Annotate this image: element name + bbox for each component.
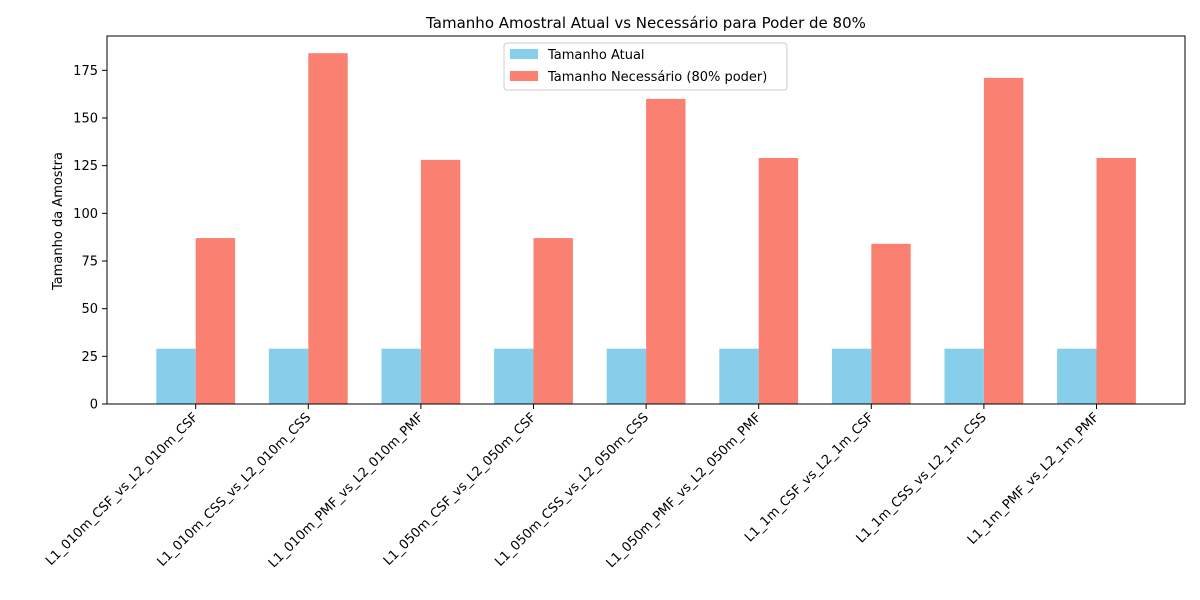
bar-series-1-5 <box>758 158 799 404</box>
x-tick-label-7: L1_1m_CSS_vs_L2_1m_CSS <box>854 410 990 546</box>
bars-group <box>156 53 1136 405</box>
bar-series-1-2 <box>420 159 461 404</box>
bar-series-1-3 <box>533 238 573 404</box>
bar-series-1-1 <box>308 53 348 404</box>
bar-series-0-7 <box>944 348 984 404</box>
legend: Tamanho Atual Tamanho Necessário (80% po… <box>503 42 788 91</box>
chart-title: Tamanho Amostral Atual vs Necessário par… <box>425 14 866 32</box>
legend-label-tamanho-necessario: Tamanho Necessário (80% poder) <box>547 70 767 85</box>
bar-series-0-5 <box>719 348 759 404</box>
x-tick-label-6: L1_1m_CSF_vs_L2_1m_CSF <box>742 410 877 545</box>
bar-series-1-0 <box>195 238 236 404</box>
y-tick-label-1: 25 <box>81 350 98 365</box>
y-ticks-group: 0 25 50 75 100 125 150 175 <box>73 64 107 413</box>
bar-series-0-3 <box>494 348 534 404</box>
y-tick-label-3: 75 <box>81 254 98 269</box>
y-tick-label-0: 0 <box>90 398 98 413</box>
bar-series-0-0 <box>156 348 196 404</box>
legend-label-tamanho-atual: Tamanho Atual <box>547 48 645 63</box>
bar-series-1-8 <box>1096 158 1136 404</box>
bar-series-0-8 <box>1057 348 1097 404</box>
legend-swatch-tamanho-atual <box>510 49 538 59</box>
legend-swatch-tamanho-necessario <box>510 71 538 81</box>
bar-series-0-1 <box>268 348 309 404</box>
bar-series-0-2 <box>381 348 421 404</box>
y-tick-label-4: 100 <box>73 207 98 222</box>
bar-series-1-4 <box>646 98 686 405</box>
y-axis-label: Tamanho da Amostra <box>51 152 66 291</box>
bar-series-1-6 <box>871 243 911 404</box>
bar-series-0-6 <box>831 348 872 404</box>
y-tick-label-2: 50 <box>81 302 98 317</box>
bar-series-0-4 <box>606 348 647 404</box>
bar-series-1-7 <box>983 77 1024 405</box>
y-tick-label-7: 175 <box>73 64 98 79</box>
legend-box <box>503 42 788 91</box>
y-tick-label-6: 150 <box>73 111 98 126</box>
y-tick-label-5: 125 <box>73 159 98 174</box>
x-tick-label-8: L1_1m_PMF_vs_L2_1m_PMF <box>965 410 1102 547</box>
plot-frame <box>106 35 1186 405</box>
x-ticks-group: L1_010m_CSF_vs_L2_010m_CSFL1_010m_CSS_vs… <box>43 404 1102 571</box>
